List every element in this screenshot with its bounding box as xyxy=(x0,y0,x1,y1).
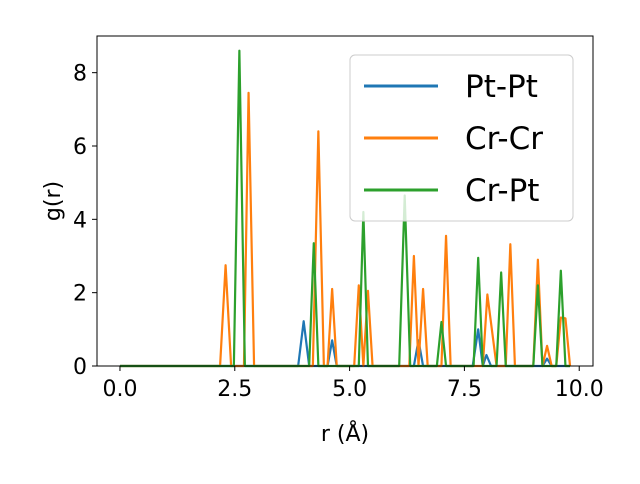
y-tick-label: 6 xyxy=(73,135,87,160)
series-line-cr-pt xyxy=(119,49,571,368)
x-tick-label: 5.0 xyxy=(332,377,367,402)
plot-frame xyxy=(96,35,594,367)
legend-label: Cr-Cr xyxy=(465,121,543,157)
y-tick-label: 2 xyxy=(73,282,87,307)
x-tick-label: 7.5 xyxy=(447,377,482,402)
x-axis-label: r (Å) xyxy=(321,420,369,447)
legend-item-cr-pt: Cr-Pt xyxy=(364,173,539,209)
legend-label: Cr-Pt xyxy=(465,173,539,209)
legend-label: Pt-Pt xyxy=(465,69,538,105)
y-axis-ticks: 0 2 4 6 8 xyxy=(73,62,97,380)
x-tick-label: 2.5 xyxy=(217,377,252,402)
legend-box xyxy=(349,54,574,222)
legend-item-cr-cr: Cr-Cr xyxy=(364,121,543,157)
y-tick-label: 0 xyxy=(73,355,87,380)
legend-items: Pt-Pt Cr-Cr Cr-Pt xyxy=(364,69,543,209)
y-tick-label: 8 xyxy=(73,62,87,87)
x-tick-label: 0.0 xyxy=(102,377,137,402)
y-tick-label: 4 xyxy=(73,208,87,233)
y-axis-label: g(r) xyxy=(41,181,66,221)
legend-item-pt-pt: Pt-Pt xyxy=(364,69,538,105)
legend: Pt-Pt Cr-Cr Cr-Pt xyxy=(349,54,574,222)
series-line-pt-pt xyxy=(119,320,571,368)
x-tick-label: 10.0 xyxy=(555,377,604,402)
x-axis-ticks: 0.0 2.5 5.0 7.5 10.0 xyxy=(102,366,604,402)
